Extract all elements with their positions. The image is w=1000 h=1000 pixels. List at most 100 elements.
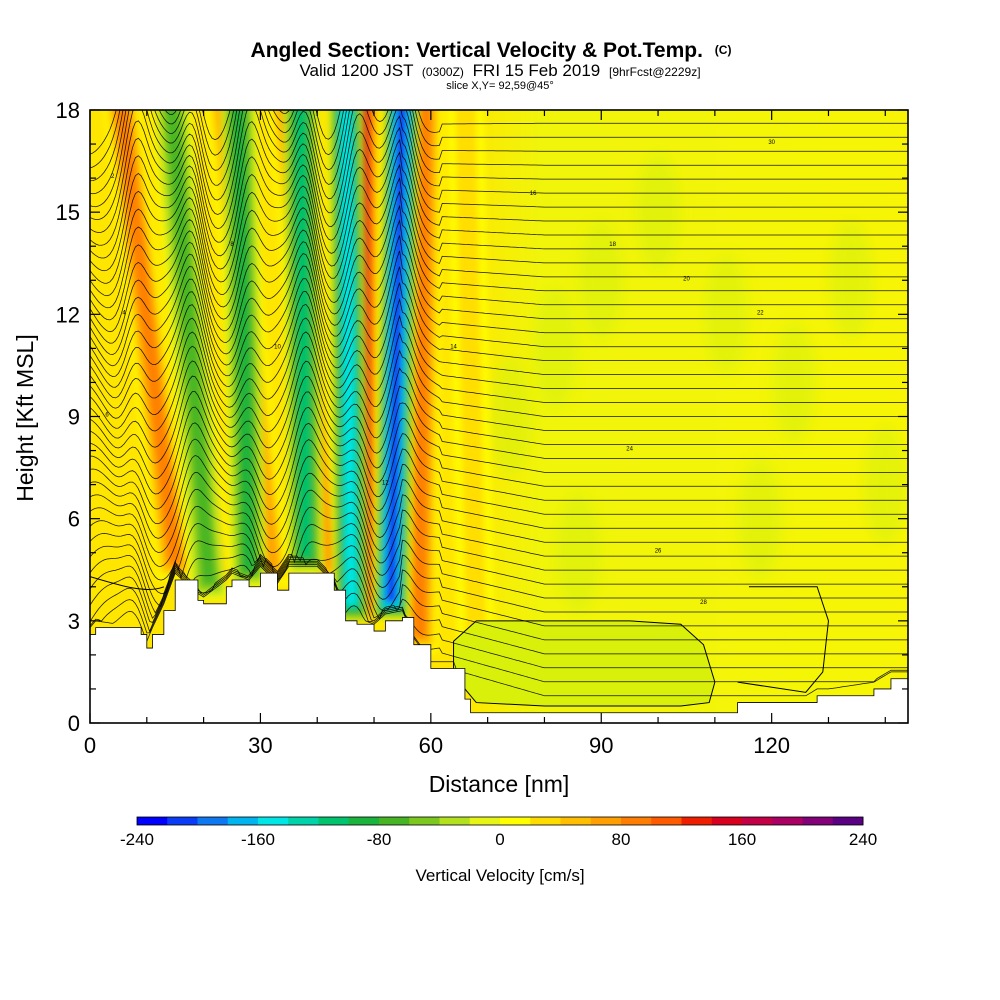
theta-contour-2 — [90, 562, 908, 669]
theta-contour-12 — [90, 438, 908, 529]
theta-contour-38 — [90, 110, 908, 195]
colorbar-swatch-12 — [500, 817, 531, 825]
y-tick-label-6: 6 — [68, 507, 80, 532]
colorbar-swatch-21 — [772, 817, 803, 825]
colorbar-swatch-8 — [379, 817, 410, 825]
contour-label-9: 20 — [683, 276, 690, 282]
terrain-mask — [90, 572, 908, 723]
colorbar-label-5: 160 — [728, 830, 756, 849]
theta-contour-15 — [90, 391, 908, 487]
theta-contour-24 — [90, 265, 908, 367]
theta-contour-1 — [90, 564, 908, 683]
y-tick-label-12: 12 — [56, 302, 80, 327]
y-tick-label-3: 3 — [68, 609, 80, 634]
low-level-stable-region — [90, 576, 829, 707]
y-tick-label-0: 0 — [68, 711, 80, 736]
theta-contour-26 — [90, 235, 908, 344]
theta-contour-16 — [90, 375, 908, 473]
colorbar-swatch-13 — [530, 817, 561, 825]
contour-label-14: 30 — [768, 140, 775, 146]
chart-title-unit: (C) — [715, 43, 732, 57]
low-contour-west — [90, 576, 165, 590]
theta-contour-7 — [90, 523, 908, 599]
colorbar-swatch-10 — [439, 817, 471, 825]
contour-label-13: 28 — [700, 600, 707, 606]
field-patch-6 — [829, 220, 874, 341]
y-tick-label-15: 15 — [56, 200, 80, 225]
theta-contour-40 — [90, 110, 908, 169]
colorbar-frame — [136, 816, 864, 826]
colorbar-swatch-6 — [318, 817, 350, 825]
theta-contour-41 — [90, 110, 908, 155]
field-patch-2 — [579, 220, 624, 341]
colorbar-swatch-23 — [832, 817, 864, 825]
velocity-bands — [104, 110, 495, 662]
theta-contour-27 — [90, 219, 908, 333]
colorbar-swatch-22 — [802, 817, 834, 825]
theta-contour-34 — [90, 126, 908, 246]
theta-contour-4 — [90, 556, 908, 641]
contour-label-12: 26 — [655, 549, 662, 555]
chart-title: Angled Section: Vertical Velocity & Pot.… — [251, 39, 732, 62]
theta-contour-14 — [90, 406, 908, 501]
theta-contour-28 — [90, 204, 908, 321]
colorbar-swatch-19 — [711, 817, 743, 825]
colorbar-label-0: -240 — [120, 830, 154, 849]
colorbar-swatch-11 — [469, 817, 501, 825]
colorbar-swatch-18 — [681, 817, 713, 825]
stable-region-outline-east — [737, 586, 829, 693]
theta-contour-10 — [90, 472, 908, 557]
colorbar-swatch-3 — [227, 817, 259, 825]
theta-contour-11 — [90, 455, 908, 543]
subtitle-forecast: [9hrFcst@2229z] — [609, 65, 701, 79]
colorbar-swatch-0 — [137, 817, 168, 825]
field-patch-0 — [488, 356, 533, 477]
theta-contour-31 — [90, 163, 908, 284]
contour-label-8: 18 — [609, 242, 616, 248]
updraft-band-6 — [447, 110, 495, 662]
colorbar-swatch-7 — [348, 817, 380, 825]
field-patch-8 — [556, 492, 601, 613]
colorbar-swatch-2 — [197, 817, 229, 825]
field-patch-4 — [704, 254, 749, 375]
contour-label-6: 14 — [450, 344, 457, 350]
subtitle-date: FRI 15 Feb 2019 — [473, 61, 601, 80]
theta-contour-29 — [90, 190, 908, 309]
theta-contour-0 — [90, 565, 908, 697]
downdraft-band-3 — [328, 110, 370, 623]
theta-contour-8 — [90, 505, 908, 585]
colorbar-swatch-15 — [590, 817, 622, 825]
theta-contour-22 — [90, 290, 908, 389]
theta-contour-35 — [90, 115, 908, 233]
theta-contour-20 — [90, 317, 908, 417]
theta-contour-39 — [90, 110, 908, 182]
theta-contour-25 — [90, 250, 908, 355]
contour-label-7: 16 — [530, 191, 537, 197]
colorbar-swatch-9 — [409, 817, 440, 825]
colorbar: -240 -160 -80 0 80 160 240 — [120, 816, 877, 849]
field-patch-9 — [738, 458, 783, 579]
field-patch-1 — [533, 288, 578, 409]
x-axis: 0 30 60 90 120 — [84, 110, 886, 758]
theta-contour-33 — [90, 138, 908, 259]
colorbar-label-1: -160 — [241, 830, 275, 849]
colorbar-swatch-1 — [167, 817, 198, 825]
stable-region-outline — [453, 620, 716, 707]
x-tick-label-120: 120 — [753, 733, 790, 758]
theta-contour-23 — [90, 278, 908, 377]
x-tick-label-90: 90 — [589, 733, 613, 758]
contour-label-1: 4 — [122, 310, 126, 316]
theta-contour-18 — [90, 345, 908, 445]
theta-contour-37 — [90, 110, 908, 208]
colorbar-label-6: 240 — [849, 830, 877, 849]
x-tick-label-0: 0 — [84, 733, 96, 758]
colorbar-swatch-16 — [621, 817, 652, 825]
theta-contour-17 — [90, 360, 908, 459]
theta-contour-5 — [90, 545, 908, 627]
field-patch-7 — [863, 424, 908, 545]
field-patch-5 — [772, 322, 817, 443]
subtitle-valid: Valid 1200 JST — [299, 61, 413, 80]
contour-label-0: 2 — [111, 174, 115, 180]
